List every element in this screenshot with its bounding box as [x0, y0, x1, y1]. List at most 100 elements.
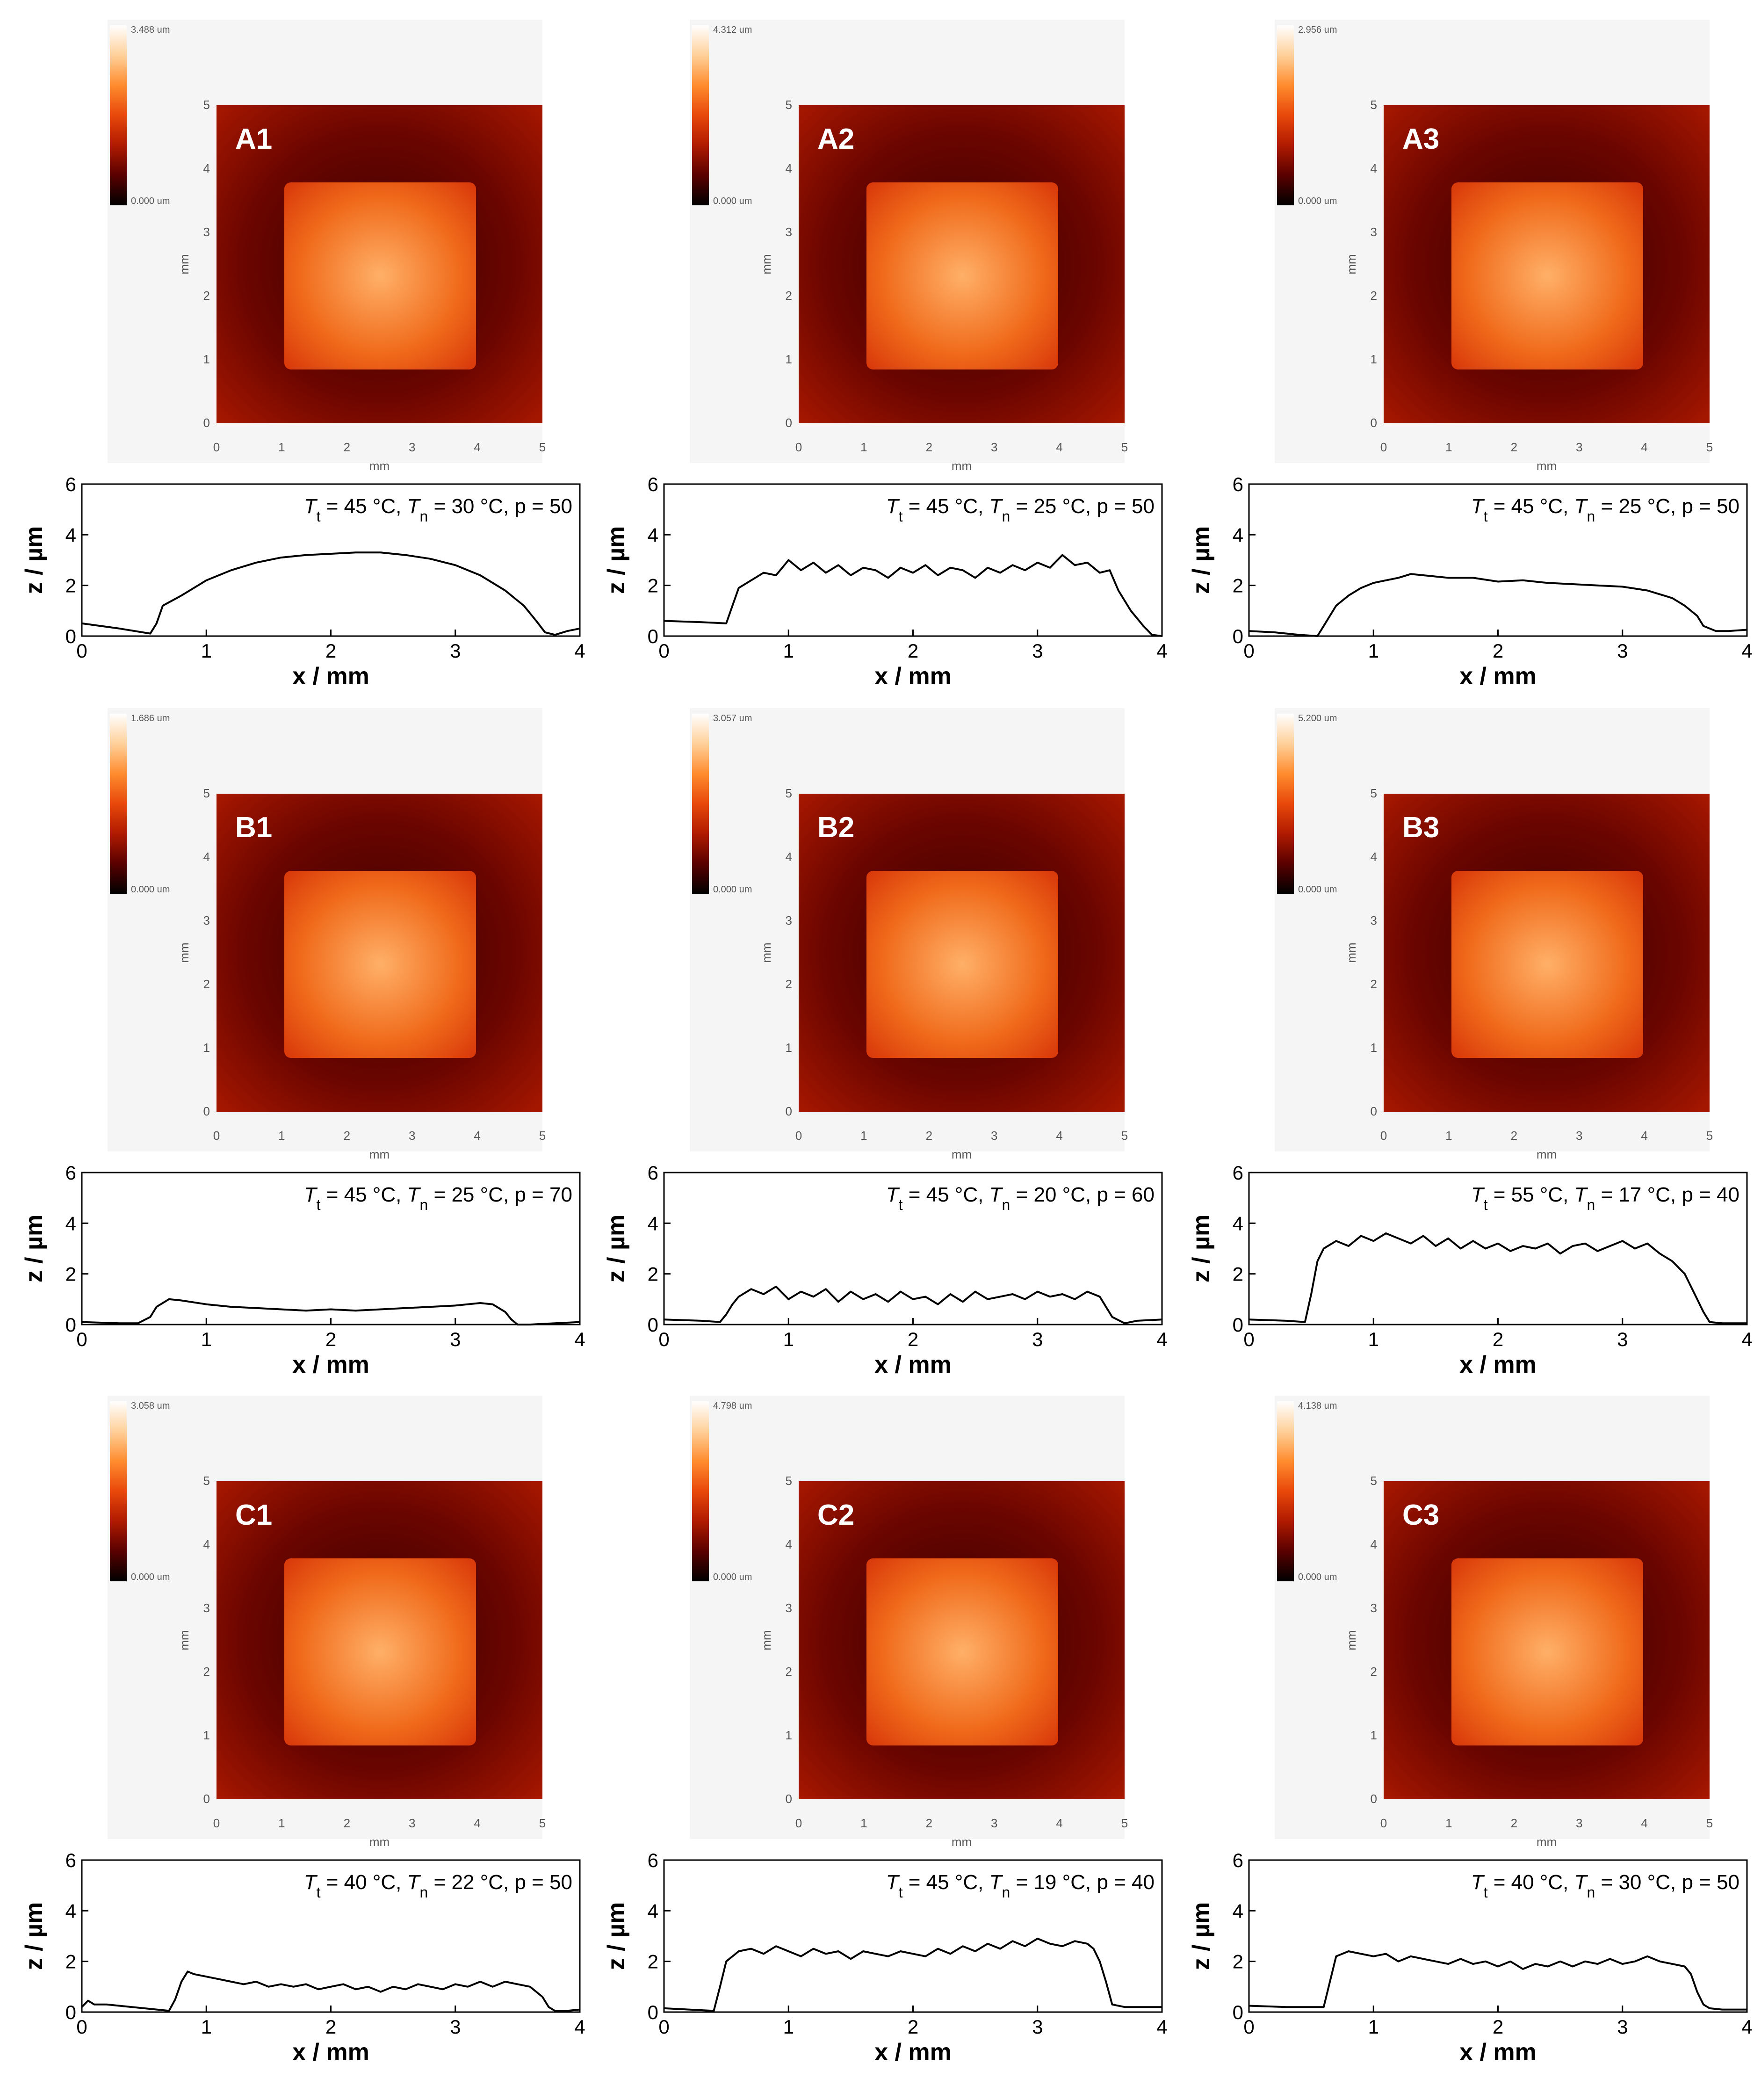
profile-point: [1472, 577, 1474, 579]
profile-point: [205, 1976, 207, 1977]
profile-point: [255, 562, 257, 564]
map-y-tick-label: 2: [786, 1665, 792, 1679]
map-y-tick-label: 4: [1371, 1537, 1377, 1551]
profile-point: [267, 1986, 269, 1988]
profile-point: [1285, 1320, 1287, 1322]
profile-point: [1547, 582, 1549, 584]
map-x-tick-label: 4: [1641, 1816, 1647, 1830]
profile-point: [1485, 1248, 1487, 1249]
profile-point: [725, 623, 727, 624]
colorbar-max-label: 3.057 um: [713, 713, 752, 724]
profile-x-axis-label: x / mm: [874, 1351, 952, 1378]
profile-point: [1372, 1240, 1374, 1242]
profile-x-tick-label: 2: [1493, 2016, 1503, 2038]
colorbar: [692, 1401, 709, 1581]
map-x-tick-label: 2: [344, 1816, 350, 1830]
profile-y-tick-label: 4: [648, 1900, 658, 1922]
panel-label: A1: [235, 123, 272, 155]
profile-x-tick-label: 4: [574, 1328, 585, 1350]
profile-point: [1049, 1943, 1051, 1945]
profile-x-axis-label: x / mm: [1459, 2039, 1537, 2066]
profile-x-tick-label: 2: [908, 640, 918, 662]
profile-point: [1304, 1321, 1306, 1323]
profile-point: [1109, 569, 1111, 571]
profile-y-tick-label: 0: [65, 625, 76, 647]
profile-point: [1323, 1248, 1325, 1249]
profile-point: [1310, 1293, 1312, 1295]
profile-point: [1703, 2004, 1704, 2006]
caption-part: n: [1587, 508, 1595, 525]
map-x-tick-label: 3: [991, 1129, 997, 1143]
profile-x-tick-label: 0: [76, 640, 87, 662]
profile-point: [305, 1983, 307, 1985]
profile-point: [548, 2006, 549, 2008]
profile-point: [442, 1988, 444, 1990]
colorbar-max-label: 1.686 um: [131, 713, 170, 724]
caption-part: T: [886, 1871, 900, 1894]
profile-point: [1360, 587, 1362, 589]
profile-point: [1161, 2006, 1163, 2008]
profile-point: [1746, 2009, 1748, 2011]
profile-point: [1136, 1320, 1138, 1322]
profile-point: [174, 1999, 176, 2000]
profile-point: [81, 623, 83, 624]
profile-line: [664, 1937, 1162, 2012]
profile-point: [479, 1302, 481, 1304]
profile-point: [529, 1986, 531, 1988]
panel-label: C2: [817, 1499, 854, 1531]
profile-point: [1037, 562, 1039, 564]
profile-point: [517, 1983, 519, 1985]
profile-point: [1622, 1963, 1624, 1965]
profile-point: [1447, 1238, 1449, 1239]
caption-part: t: [1484, 1196, 1488, 1213]
profile-point: [1690, 1286, 1692, 1288]
profile-y-axis-label: z / µm: [1188, 1902, 1215, 1970]
profile-point: [1609, 1245, 1611, 1247]
profile-point: [1099, 1296, 1101, 1297]
map-x-tick-label: 2: [926, 1129, 932, 1143]
caption-part: t: [899, 1884, 903, 1901]
profile-point: [1534, 1963, 1536, 1965]
profile-point: [554, 2010, 556, 2012]
profile-point: [1323, 2006, 1325, 2008]
profile-x-axis-label: x / mm: [292, 1351, 369, 1378]
colorbar-max-label: 3.488 um: [131, 25, 170, 35]
profile-point: [1497, 581, 1499, 582]
caption-part: t: [317, 508, 321, 525]
profile-point: [987, 567, 989, 569]
profile-point: [1460, 1958, 1462, 1960]
map-y-tick-label: 4: [1371, 161, 1377, 175]
profile-point: [787, 1950, 789, 1952]
map-x-tick-label: 1: [278, 440, 285, 454]
profile-x-tick-label: 2: [325, 640, 336, 662]
profile-y-tick-label: 2: [648, 575, 658, 597]
profile-point: [231, 569, 232, 571]
profile-point: [999, 1948, 1001, 1950]
map-y-tick-label: 0: [786, 1104, 792, 1118]
profile-point: [775, 574, 777, 576]
profile-x-axis-label: x / mm: [292, 663, 369, 690]
profile-point: [1086, 562, 1088, 564]
profile-point: [1161, 1318, 1163, 1320]
profile-point: [1285, 2006, 1287, 2008]
profile-point: [1142, 625, 1144, 627]
profile-point: [544, 631, 546, 633]
map-y-tick-label: 3: [203, 1601, 210, 1615]
map-x-tick-label: 2: [1511, 1129, 1517, 1143]
profile-point: [1061, 1945, 1063, 1947]
map-y-tick-label: 5: [1371, 786, 1377, 800]
colorbar: [110, 25, 127, 205]
map-x-tick-label: 0: [1380, 1129, 1387, 1143]
profile-point: [750, 1948, 752, 1950]
profile-point: [1161, 635, 1163, 637]
map-y-tick-label: 3: [1371, 913, 1377, 927]
profile-y-tick-label: 4: [65, 1900, 76, 1922]
profile-point: [1385, 1232, 1387, 1234]
profile-x-axis-label: x / mm: [292, 2039, 369, 2066]
profile-x-tick-label: 1: [201, 1328, 212, 1350]
profile-point: [566, 630, 568, 632]
colorbar-min-label: 0.000 um: [1298, 1572, 1337, 1582]
